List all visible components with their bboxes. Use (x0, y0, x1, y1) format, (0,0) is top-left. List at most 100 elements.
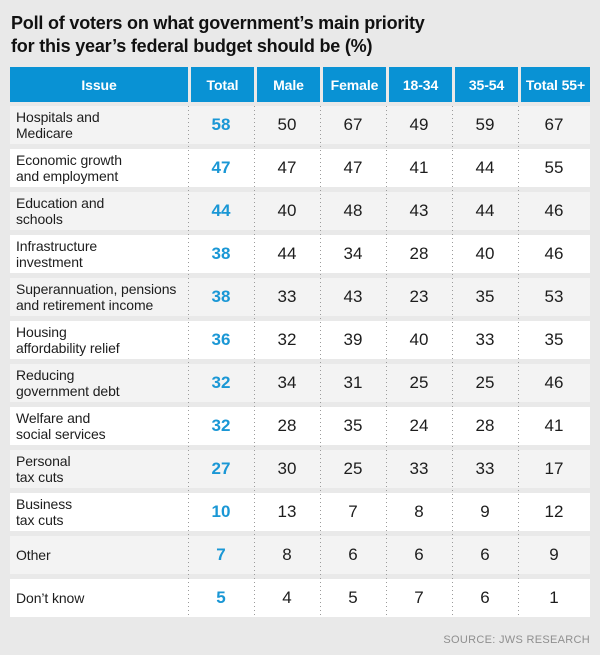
age-18-34-value: 8 (414, 502, 424, 521)
table-row: Economic growth and employment 47 47 47 41 44… (10, 149, 590, 187)
column-header-35-54: 35-54 (452, 67, 518, 102)
total-55-plus-value: 46 (544, 244, 564, 263)
age-35-54-value: 9 (480, 502, 490, 521)
table-body: Hospitals and Medicare 58 50 67 49 59 67 Econom… (10, 106, 590, 617)
table-header: Issue Total Male Female 18-34 35-54 Total 55+ (10, 67, 590, 102)
age-18-34-value: 41 (409, 158, 429, 177)
table-row: Infrastructure investment 38 44 34 28 40 46 (10, 235, 590, 273)
male-value: 32 (277, 330, 297, 349)
total-value: 44 (211, 201, 231, 220)
total-value: 32 (211, 373, 231, 392)
issue-label: Education and schools (16, 195, 105, 227)
total-value: 47 (211, 158, 231, 177)
poll-table: Issue Total Male Female 18-34 35-54 Total 55+ … (10, 67, 590, 617)
age-35-54-value: 59 (475, 115, 495, 134)
female-value: 35 (343, 416, 363, 435)
table-row: Education and schools 44 40 48 43 44 46 (10, 192, 590, 230)
column-header-female: Female (320, 67, 386, 102)
total-55-plus-value: 12 (544, 502, 564, 521)
male-value: 34 (277, 373, 297, 392)
total-55-plus-value: 46 (544, 201, 564, 220)
female-value: 25 (343, 459, 363, 478)
total-value: 10 (211, 502, 231, 521)
table-row: Housing affordability relief 36 32 39 40 33 35 (10, 321, 590, 359)
column-separator (386, 106, 387, 617)
male-value: 13 (277, 502, 297, 521)
column-header-issue: Issue (10, 67, 188, 102)
male-value: 28 (277, 416, 297, 435)
female-value: 43 (343, 287, 363, 306)
male-value: 30 (277, 459, 297, 478)
age-18-34-value: 25 (409, 373, 429, 392)
column-separator (518, 106, 519, 617)
total-55-plus-value: 53 (544, 287, 564, 306)
total-value: 7 (216, 545, 226, 564)
female-value: 5 (348, 588, 358, 607)
table-row: Business tax cuts 10 13 7 8 9 12 (10, 493, 590, 531)
issue-label: Hospitals and Medicare (16, 109, 100, 141)
age-35-54-value: 40 (475, 244, 495, 263)
issue-label: Other (16, 547, 51, 563)
total-55-plus-value: 41 (544, 416, 564, 435)
male-value: 47 (277, 158, 297, 177)
issue-label: Personal tax cuts (16, 453, 71, 485)
column-separator (452, 106, 453, 617)
age-18-34-value: 6 (414, 545, 424, 564)
male-value: 40 (277, 201, 297, 220)
total-55-plus-value: 46 (544, 373, 564, 392)
female-value: 67 (343, 115, 363, 134)
column-header-18-34: 18-34 (386, 67, 452, 102)
table-row: Don’t know 5 4 5 7 6 1 (10, 579, 590, 617)
age-18-34-value: 24 (409, 416, 429, 435)
female-value: 6 (348, 545, 358, 564)
age-35-54-value: 33 (475, 330, 495, 349)
total-value: 38 (211, 244, 231, 263)
column-separator (254, 106, 255, 617)
table-row: Superannuation, pensions and retirement … (10, 278, 590, 316)
age-18-34-value: 23 (409, 287, 429, 306)
age-35-54-value: 28 (475, 416, 495, 435)
issue-label: Reducing government debt (16, 367, 120, 399)
male-value: 33 (277, 287, 297, 306)
age-35-54-value: 44 (475, 158, 495, 177)
table-row: Hospitals and Medicare 58 50 67 49 59 67 (10, 106, 590, 144)
column-header-total-55-: Total 55+ (518, 67, 590, 102)
male-value: 44 (277, 244, 297, 263)
age-18-34-value: 43 (409, 201, 429, 220)
chart-title-line-2: for this year’s federal budget should be… (11, 36, 373, 56)
issue-label: Business tax cuts (16, 496, 73, 528)
total-55-plus-value: 17 (544, 459, 564, 478)
issue-label: Superannuation, pensions and retirement … (16, 281, 177, 313)
issue-label: Infrastructure investment (16, 238, 98, 270)
column-separator (320, 106, 321, 617)
issue-label: Housing affordability relief (16, 324, 120, 356)
total-value: 32 (211, 416, 231, 435)
issue-label: Don’t know (16, 590, 85, 606)
female-value: 34 (343, 244, 363, 263)
female-value: 7 (348, 502, 358, 521)
female-value: 48 (343, 201, 363, 220)
total-value: 38 (211, 287, 231, 306)
total-55-plus-value: 9 (549, 545, 559, 564)
column-header-male: Male (254, 67, 320, 102)
issue-label: Economic growth and employment (16, 152, 122, 184)
table-row: Other 7 8 6 6 6 9 (10, 536, 590, 574)
table-row: Personal tax cuts 27 30 25 33 33 17 (10, 450, 590, 488)
age-35-54-value: 44 (475, 201, 495, 220)
age-35-54-value: 25 (475, 373, 495, 392)
total-value: 36 (211, 330, 231, 349)
chart-title-line-1: Poll of voters on what government’s main… (11, 13, 425, 33)
column-separator (188, 106, 189, 617)
issue-label: Welfare and social services (16, 410, 106, 442)
table-row: Welfare and social services 32 28 35 24 28 41 (10, 407, 590, 445)
total-55-plus-value: 55 (544, 158, 564, 177)
total-55-plus-value: 35 (544, 330, 564, 349)
female-value: 47 (343, 158, 363, 177)
column-header-total: Total (188, 67, 254, 102)
total-value: 27 (211, 459, 231, 478)
age-35-54-value: 35 (475, 287, 495, 306)
male-value: 4 (282, 588, 292, 607)
male-value: 50 (277, 115, 297, 134)
female-value: 39 (343, 330, 363, 349)
